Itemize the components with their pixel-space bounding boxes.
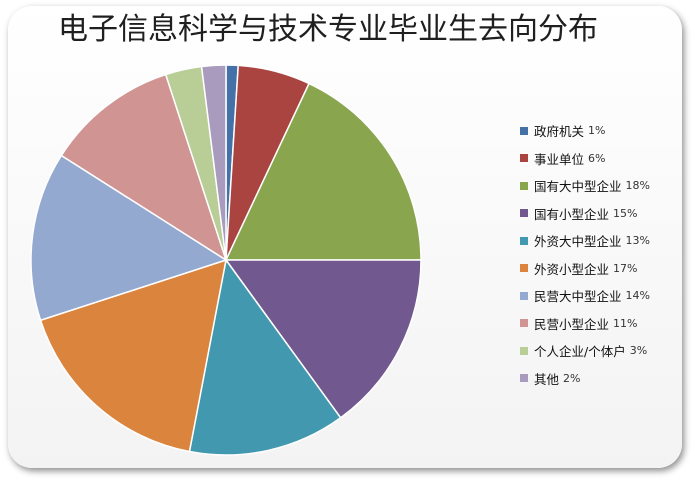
pie-slice-7 xyxy=(30,154,228,322)
legend-item-1: 政府机关 1% xyxy=(520,117,685,145)
legend-label: 事业单位 xyxy=(534,151,585,167)
legend-label: 民营大中型企业 xyxy=(534,289,622,305)
legend-value: 3% xyxy=(629,344,648,358)
legend-item-3: 国有大中型企业 18% xyxy=(520,172,685,200)
legend-value: 14% xyxy=(625,289,650,303)
legend-item-6: 外资小型企业 17% xyxy=(520,255,685,283)
pie-slice-10 xyxy=(200,64,227,261)
legend-value: 1% xyxy=(588,124,606,138)
legend-label: 其他 xyxy=(534,371,560,387)
legend-item-5: 外资大中型企业 13% xyxy=(520,227,685,255)
legend-value: 2% xyxy=(563,371,581,385)
legend-item-9: 个人企业/个体户 3% xyxy=(520,337,685,365)
legend-swatch xyxy=(520,209,528,218)
legend-value: 13% xyxy=(625,234,650,248)
legend-label: 民营小型企业 xyxy=(534,316,610,332)
pie-slice-4 xyxy=(224,259,422,419)
legend-item-7: 民营大中型企业 14% xyxy=(520,282,685,310)
legend-swatch xyxy=(520,291,528,300)
legend-swatch xyxy=(520,236,528,245)
pie-slice-6 xyxy=(39,258,227,453)
legend-value: 6% xyxy=(588,151,606,165)
legend-label: 外资小型企业 xyxy=(534,261,610,277)
legend-swatch xyxy=(520,319,528,328)
legend-swatch xyxy=(520,374,528,383)
legend-value: 18% xyxy=(625,179,650,193)
legend-item-8: 民营小型企业 11% xyxy=(520,310,685,338)
legend-value: 15% xyxy=(613,206,638,220)
pie-slices xyxy=(30,64,422,456)
chart-title: 电子信息科学与技术专业毕业生去向分布 xyxy=(58,12,598,47)
legend-item-10: 其他 2% xyxy=(520,365,685,393)
legend-swatch xyxy=(520,346,528,355)
legend: 政府机关 1% 事业单位 6% 国有大中型企业 18% 国有小型企业 15% 外资大中型企业 13… xyxy=(520,117,685,392)
legend-value: 17% xyxy=(613,261,638,275)
legend-label: 外资大中型企业 xyxy=(534,234,622,250)
pie-slice-5 xyxy=(188,258,342,456)
legend-item-2: 事业单位 6% xyxy=(520,145,685,173)
legend-value: 11% xyxy=(613,316,638,330)
legend-swatch xyxy=(520,126,528,135)
legend-swatch xyxy=(520,181,528,190)
legend-label: 国有大中型企业 xyxy=(534,179,622,195)
legend-label: 个人企业/个体户 xyxy=(534,344,626,360)
legend-label: 国有小型企业 xyxy=(534,206,610,222)
legend-label: 政府机关 xyxy=(534,124,585,140)
pie-slice-8 xyxy=(60,73,228,262)
pie-slice-3 xyxy=(224,82,422,261)
legend-swatch xyxy=(520,154,528,163)
legend-swatch xyxy=(520,264,528,273)
legend-item-4: 国有小型企业 15% xyxy=(520,200,685,228)
